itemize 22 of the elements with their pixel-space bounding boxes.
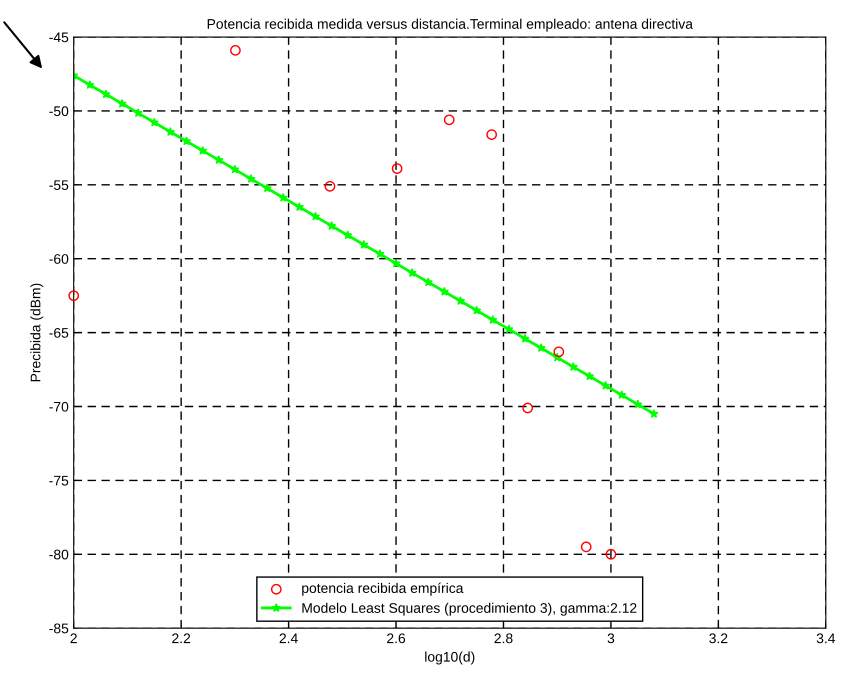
- y-tick-label: -80: [49, 550, 68, 560]
- x-tick-label: 2.8: [494, 633, 513, 644]
- y-tick-label: -55: [49, 180, 68, 190]
- x-tick-label: 2.6: [387, 633, 406, 644]
- y-tick-label: -50: [49, 106, 68, 116]
- y-tick-label: -70: [49, 402, 68, 412]
- x-tick-label: 2: [70, 633, 77, 644]
- x-axis-title: log10(d): [425, 652, 474, 664]
- chart-title: Potencia recibida medida versus distancia.Terminal empleado: antena directiva: [208, 18, 693, 32]
- y-tick-label: -85: [49, 624, 68, 634]
- x-tick-label: 2.2: [172, 633, 190, 644]
- x-tick-label: 2.4: [280, 633, 298, 644]
- x-tick-label: 3: [608, 633, 614, 644]
- y-tick-label: -65: [49, 328, 68, 338]
- x-tick-label: 3.4: [816, 633, 836, 644]
- y-tick-label: -45: [49, 32, 68, 42]
- legend-label: Modelo Least Squares (procedimiento 3), gamma:2.12: [302, 602, 636, 616]
- y-axis-title: Precibida (dBm): [30, 284, 44, 382]
- x-tick-label: 3.2: [709, 633, 728, 644]
- legend-label: potencia recibida empírica: [302, 582, 464, 596]
- y-tick-label: -60: [49, 254, 68, 264]
- y-tick-label: -75: [49, 476, 68, 486]
